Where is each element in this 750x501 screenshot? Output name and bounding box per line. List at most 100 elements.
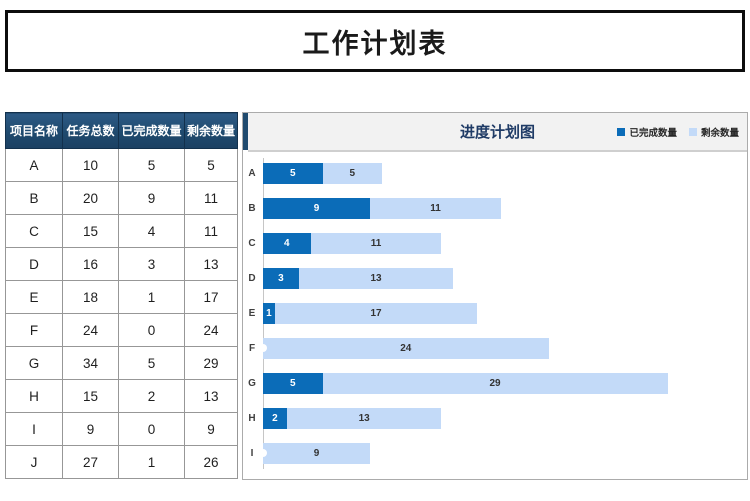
table-cell: 4 <box>118 214 185 248</box>
table-cell: J <box>5 445 63 479</box>
bar-segment-completed: 5 <box>263 372 323 394</box>
plan-table-body: A 10 5 5 B 20 9 11 C 15 4 11 D 16 3 13 E 18 1 17 F 24 0 24 G 34 5 2… <box>5 148 238 479</box>
bar-segment-remaining: 13 <box>286 407 442 429</box>
table-cell: 24 <box>62 313 119 347</box>
bar-track: 9 11 <box>263 197 501 219</box>
table-cell: 18 <box>62 280 119 314</box>
bar-row-C: C 4 11 <box>243 232 747 254</box>
bar-row-F: F 24 <box>243 337 747 359</box>
bar-row-B: B 9 11 <box>243 197 747 219</box>
table-cell: 5 <box>118 148 185 182</box>
table-cell: 11 <box>184 214 238 248</box>
table-cell: 13 <box>184 247 238 281</box>
chart-title: 进度计划图 <box>459 124 535 141</box>
bar-segment-remaining: 11 <box>370 197 501 219</box>
bar-segment-remaining: 17 <box>274 302 478 324</box>
table-cell: 9 <box>184 412 238 446</box>
col-header-remaining: 剩余数量 <box>184 112 238 149</box>
table-cell: 13 <box>184 379 238 413</box>
bar-segment-completed: 9 <box>263 197 371 219</box>
table-row: J 27 1 26 <box>5 445 238 479</box>
table-cell: 11 <box>184 181 238 215</box>
table-cell: 5 <box>184 148 238 182</box>
bar-row-H: H 2 13 <box>243 407 747 429</box>
table-cell: 15 <box>62 214 119 248</box>
table-cell: 29 <box>184 346 238 380</box>
bar-track: 1 17 <box>263 302 478 324</box>
bar-category-label: B <box>248 202 256 214</box>
table-cell: 9 <box>118 181 185 215</box>
bar-segment-completed: 1 <box>263 302 275 324</box>
zero-value-notch <box>259 449 267 457</box>
table-cell: E <box>5 280 63 314</box>
chart-header-navy-strip <box>243 113 248 150</box>
table-cell: 17 <box>184 280 238 314</box>
col-header-total: 任务总数 <box>62 112 119 149</box>
table-cell: C <box>5 214 63 248</box>
bar-segment-remaining: 24 <box>259 337 549 359</box>
table-cell: 34 <box>62 346 119 380</box>
bar-track: 5 29 <box>263 372 668 394</box>
table-row: H 15 2 13 <box>5 379 238 413</box>
table-cell: B <box>5 181 63 215</box>
bar-track: 2 13 <box>263 407 442 429</box>
table-cell: 3 <box>118 247 185 281</box>
legend-swatch <box>617 127 626 136</box>
bar-segment-remaining: 9 <box>259 442 371 464</box>
zero-value-notch <box>259 344 267 352</box>
page-title: 工作计划表 <box>302 28 448 59</box>
legend-item-remaining: 剩余数量 <box>688 125 739 139</box>
bar-row-D: D 3 13 <box>243 267 747 289</box>
chart-plot: A 5 5 B 9 11 C 4 11 D 3 13 E 1 17 F 24 G 5 29 H 2 13 I 9 <box>243 154 747 479</box>
table-cell: D <box>5 247 63 281</box>
table-cell: 1 <box>118 280 185 314</box>
table-cell: 16 <box>62 247 119 281</box>
bar-category-label: F <box>248 342 256 354</box>
table-cell: 26 <box>184 445 238 479</box>
bar-category-label: H <box>248 412 256 424</box>
bar-segment-remaining: 11 <box>310 232 442 254</box>
table-row: E 18 1 17 <box>5 280 238 314</box>
chart-header: 进度计划图 已完成数量 剩余数量 <box>248 113 747 152</box>
table-cell: 1 <box>118 445 185 479</box>
col-header-project: 项目名称 <box>5 112 63 149</box>
bar-segment-remaining: 13 <box>298 267 454 289</box>
bar-segment-remaining: 5 <box>322 162 382 184</box>
bar-track: 3 13 <box>263 267 454 289</box>
table-row: D 16 3 13 <box>5 247 238 281</box>
table-cell: 2 <box>118 379 185 413</box>
table-row: A 10 5 5 <box>5 148 238 182</box>
col-header-completed: 已完成数量 <box>118 112 185 149</box>
table-cell: 24 <box>184 313 238 347</box>
bar-row-G: G 5 29 <box>243 372 747 394</box>
table-cell: G <box>5 346 63 380</box>
table-header-row: 项目名称 任务总数 已完成数量 剩余数量 <box>5 112 238 149</box>
table-row: C 15 4 11 <box>5 214 238 248</box>
table-cell: 27 <box>62 445 119 479</box>
bar-category-label: D <box>248 272 256 284</box>
bar-segment-completed: 4 <box>263 232 311 254</box>
bar-segment-completed: 5 <box>263 162 323 184</box>
table-row: G 34 5 29 <box>5 346 238 380</box>
table-cell: 0 <box>118 313 185 347</box>
bar-segment-completed: 2 <box>263 407 287 429</box>
table-cell: 20 <box>62 181 119 215</box>
bar-category-label: G <box>248 377 256 389</box>
legend-swatch <box>688 127 697 136</box>
bar-category-label: E <box>248 307 256 319</box>
bar-track: 4 11 <box>263 232 442 254</box>
bar-track: 24 <box>259 337 549 359</box>
table-row: F 24 0 24 <box>5 313 238 347</box>
chart-legend: 已完成数量 剩余数量 <box>617 113 739 150</box>
plan-table: 项目名称 任务总数 已完成数量 剩余数量 A 10 5 5 B 20 9 11 C 15 4 11 D 1… <box>5 112 238 479</box>
table-cell: 5 <box>118 346 185 380</box>
bar-row-E: E 1 17 <box>243 302 747 324</box>
table-cell: 15 <box>62 379 119 413</box>
table-cell: 0 <box>118 412 185 446</box>
table-cell: F <box>5 313 63 347</box>
table-cell: A <box>5 148 63 182</box>
